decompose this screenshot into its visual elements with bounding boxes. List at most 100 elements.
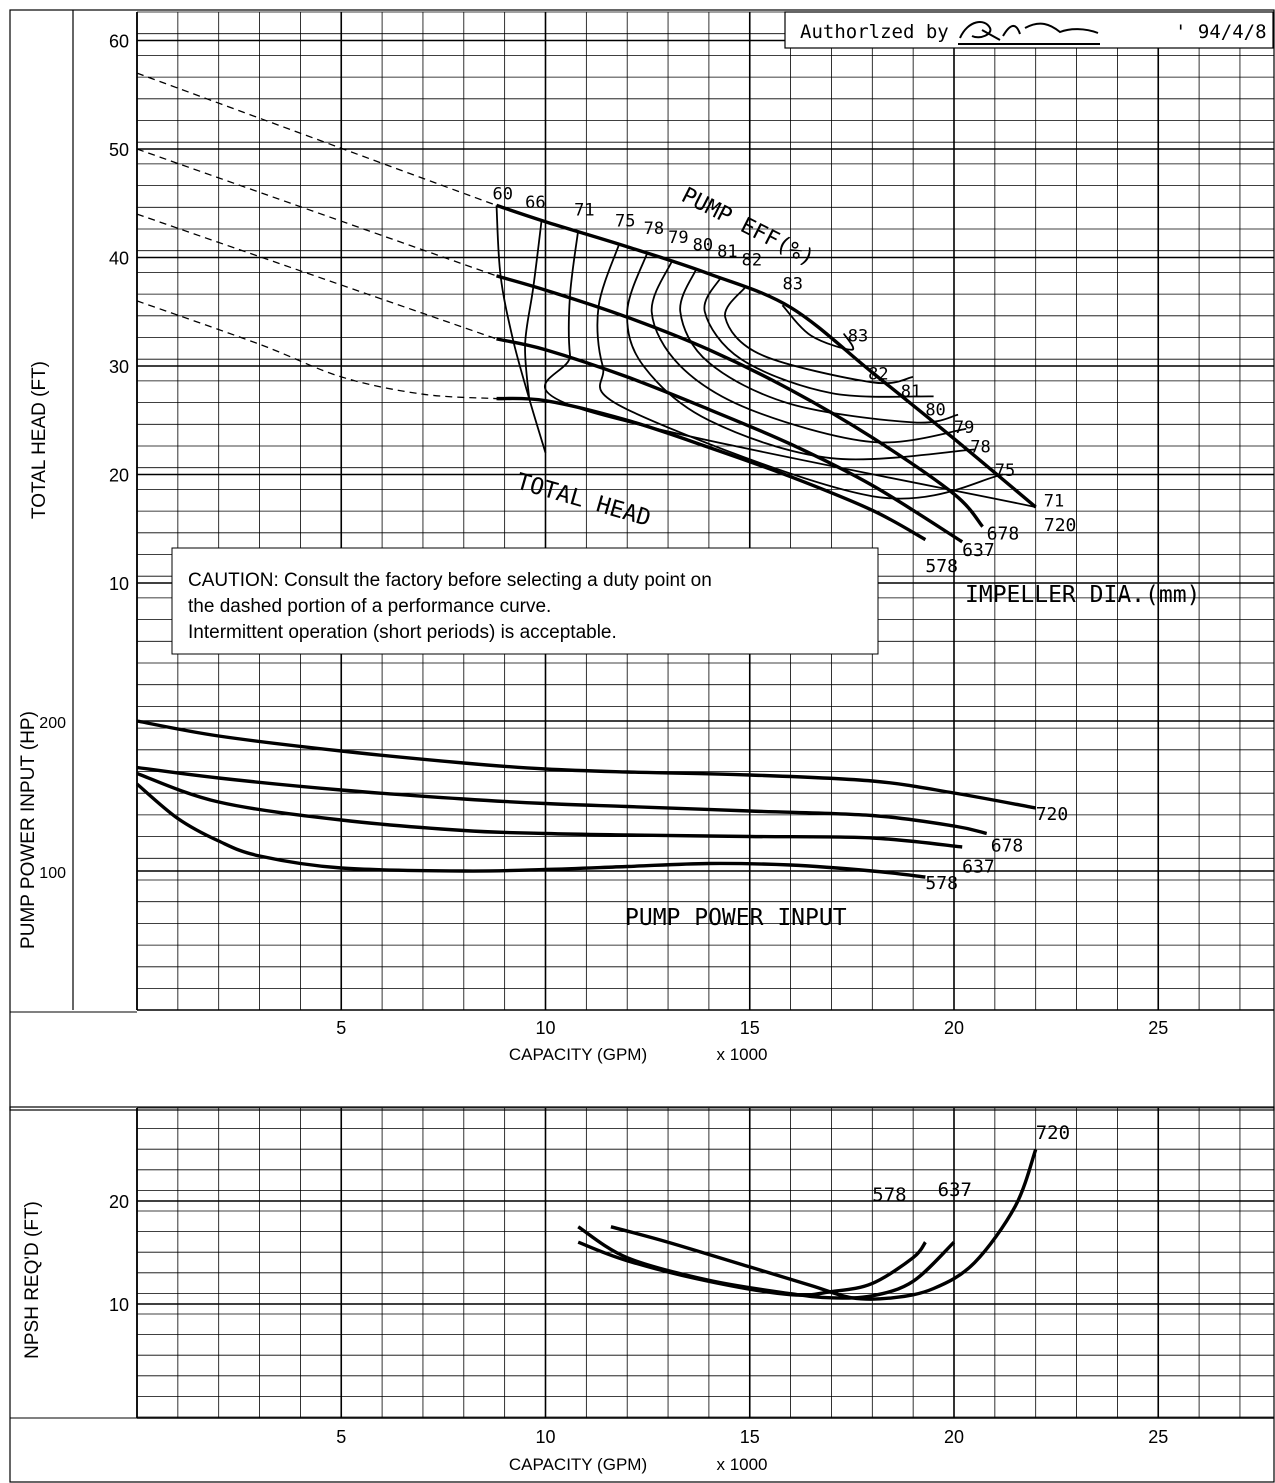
xtick-npsh: 20	[944, 1427, 964, 1447]
ytick-head: 60	[109, 32, 129, 52]
xlabel-npsh: CAPACITY (GPM)	[509, 1455, 647, 1474]
eff-contour-79	[650, 260, 967, 444]
eff-contour-60	[495, 205, 547, 454]
head-curve-637	[496, 337, 964, 544]
eff-label-82: 82	[742, 251, 762, 271]
impeller-dia-label: IMPELLER DIA.(mm)	[965, 582, 1200, 608]
xtick-npsh: 15	[740, 1427, 760, 1447]
xtick-main: 5	[336, 1018, 346, 1038]
tick-labels: 10 20 30 40 50 60 100 200 10 20 5 10 15 20 25 5 10 15 20 25	[39, 32, 1168, 1448]
xtick-npsh: 25	[1148, 1427, 1168, 1447]
ytick-power: 200	[39, 715, 66, 732]
eff-label-right-71: 71	[1044, 492, 1064, 512]
grid-main	[136, 11, 1274, 1011]
head-series-label-578: 578	[925, 556, 958, 577]
ytick-npsh: 10	[109, 1295, 129, 1315]
ytick-head: 20	[109, 466, 129, 486]
eff-label-right-80: 80	[925, 400, 945, 420]
npsh-series-label-578: 578	[872, 1184, 906, 1206]
grid-npsh	[136, 1107, 1274, 1419]
caution-line-3: Intermittent operation (short periods) i…	[188, 622, 617, 643]
ylabel-power-input: PUMP POWER INPUT (HP)	[18, 711, 39, 949]
power-series-label-720: 720	[1036, 804, 1069, 825]
xtick-main: 25	[1148, 1018, 1168, 1038]
xtick-main: 10	[535, 1018, 555, 1038]
xtick-main: 20	[944, 1018, 964, 1038]
head-series-label-678: 678	[987, 524, 1020, 545]
total-head-label: TOTAL HEAD	[513, 469, 653, 532]
eff-label-right-82: 82	[868, 365, 888, 385]
eff-contour-82	[724, 286, 914, 385]
npsh-series-label-720: 720	[1036, 1122, 1070, 1144]
ylabel-npsh: NPSH REQ'D (FT)	[22, 1201, 43, 1359]
head-curves	[136, 72, 1037, 544]
eff-label-66: 66	[525, 193, 545, 213]
eff-contour-80	[679, 268, 959, 424]
head-series-label-720: 720	[1044, 515, 1077, 536]
eff-contour-71	[544, 230, 1036, 508]
npsh-curve-578	[577, 1240, 927, 1297]
ytick-npsh: 20	[109, 1192, 129, 1212]
authorized-by-text: Authorlzed by	[800, 21, 949, 43]
eff-contour-83	[781, 304, 855, 351]
head-curve-dashed-578	[136, 300, 497, 400]
ytick-head: 50	[109, 140, 129, 160]
power-curve-637	[136, 771, 963, 849]
xunit-main: x 1000	[716, 1045, 767, 1064]
eff-label-79: 79	[668, 228, 688, 248]
eff-contour-78	[626, 251, 975, 461]
eff-contour-75	[596, 244, 1004, 500]
authorization-frame	[784, 11, 1274, 49]
npsh-curve-720	[610, 1148, 1038, 1301]
eff-label-right-78: 78	[970, 437, 990, 457]
ytick-head: 30	[109, 357, 129, 377]
eff-label-75: 75	[615, 212, 635, 232]
eff-label-right-79: 79	[954, 418, 974, 438]
chart-frames	[9, 9, 1275, 1483]
xlabel-main: CAPACITY (GPM)	[509, 1045, 647, 1064]
power-curves	[135, 719, 1037, 879]
power-series-label-578: 578	[925, 873, 958, 894]
ylabel-total-head: TOTAL HEAD (FT)	[29, 361, 50, 519]
authorized-date: ' 94/4/8	[1175, 21, 1267, 43]
eff-contour-81	[703, 276, 934, 398]
eff-label-80: 80	[693, 235, 713, 255]
xtick-npsh: 5	[336, 1427, 346, 1447]
eff-label-71: 71	[574, 201, 594, 221]
signature-icon	[958, 21, 1100, 45]
eff-label-81: 81	[717, 242, 737, 262]
xunit-npsh: x 1000	[716, 1455, 767, 1474]
eff-label-78: 78	[644, 219, 664, 239]
npsh-curves	[577, 1148, 1038, 1301]
outer-frame-bottom	[9, 1106, 1275, 1483]
eff-label-right-83: 83	[848, 327, 868, 347]
eff-label-83: 83	[783, 274, 803, 294]
power-curve-578	[135, 782, 926, 879]
ytick-head: 10	[109, 574, 129, 594]
authorization-box: Authorlzed by ' 94/4/8	[784, 11, 1274, 49]
eff-label-right-81: 81	[901, 382, 921, 402]
power-curve-720	[136, 719, 1037, 810]
npsh-series-label-637: 637	[938, 1179, 972, 1201]
eff-contour-66	[524, 221, 543, 399]
outer-frame-top	[9, 9, 1275, 1111]
head-curve-720	[495, 203, 1037, 509]
caution-box: CAUTION: Consult the factory before sele…	[171, 547, 879, 655]
ytick-head: 40	[109, 249, 129, 269]
eff-label-right-75: 75	[995, 461, 1015, 481]
head-curve-578	[496, 396, 927, 542]
power-series-label-637: 637	[962, 857, 995, 878]
ytick-power: 100	[39, 865, 66, 882]
xtick-main: 15	[740, 1018, 760, 1038]
head-curve-678	[496, 274, 984, 528]
caution-line-2: the dashed portion of a performance curv…	[188, 596, 551, 617]
xtick-npsh: 10	[535, 1427, 555, 1447]
caution-line-1: CAUTION: Consult the factory before sele…	[188, 570, 712, 591]
power-series-label-678: 678	[991, 836, 1024, 857]
caution-frame	[171, 547, 879, 655]
head-series-label-637: 637	[962, 540, 995, 561]
power-curve-678	[136, 765, 988, 836]
